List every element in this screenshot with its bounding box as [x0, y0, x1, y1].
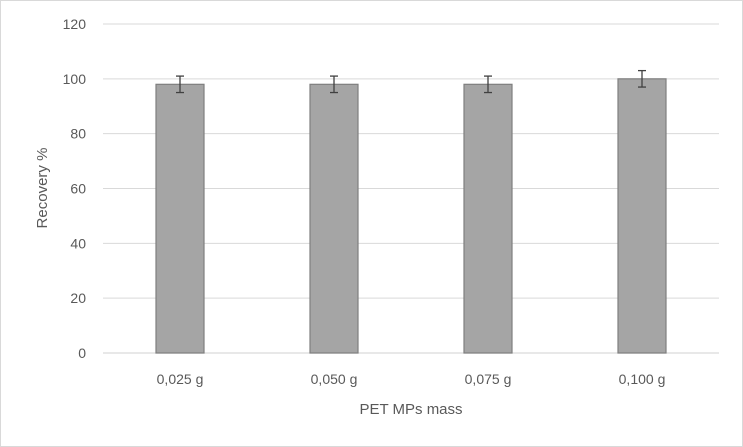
error-bar	[638, 69, 646, 88]
x-tick-label: 0,025 g	[157, 371, 204, 387]
error-bar	[484, 75, 492, 94]
x-tick-label: 0,075 g	[465, 371, 512, 387]
x-tick-labels: 0,025 g 0,050 g 0,075 g 0,100 g	[157, 371, 666, 387]
y-tick-label: 80	[70, 126, 86, 142]
gridlines	[103, 23, 719, 354]
y-tick-label: 0	[78, 345, 86, 361]
y-axis-title: Recovery %	[34, 148, 51, 229]
y-tick-label: 120	[63, 16, 87, 32]
x-axis-title: PET MPs mass	[359, 401, 462, 418]
bar	[155, 83, 205, 354]
y-tick-label: 40	[70, 235, 86, 251]
x-tick-label: 0,100 g	[619, 371, 666, 387]
bar	[617, 78, 667, 354]
bar	[463, 83, 513, 354]
y-tick-label: 20	[70, 290, 86, 306]
error-bars	[176, 69, 646, 94]
y-tick-labels: 0 20 40 60 80 100 120	[63, 16, 87, 361]
error-bar	[176, 75, 184, 94]
bars	[155, 78, 667, 354]
y-tick-label: 100	[63, 71, 87, 87]
error-bar	[330, 75, 338, 94]
bar	[309, 83, 359, 354]
y-tick-label: 60	[70, 181, 86, 197]
x-tick-label: 0,050 g	[311, 371, 358, 387]
